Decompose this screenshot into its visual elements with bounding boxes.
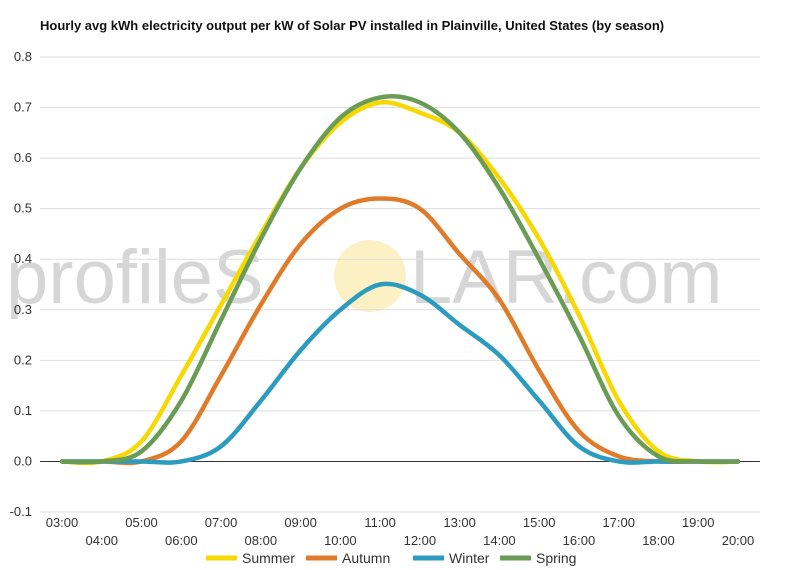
y-axis: 0.8 0.7 0.6 0.5 0.4 0.3 0.2 0.1 0.0 -0.1: [10, 49, 32, 519]
x-tick-label: 12:00: [404, 533, 437, 548]
series-group: [59, 94, 741, 466]
x-tick-label: 11:00: [364, 515, 396, 530]
x-tick-label: 15:00: [523, 515, 556, 530]
x-tick-label: 19:00: [682, 515, 715, 530]
series-line-summer: [59, 99, 741, 466]
y-tick-label: 0.1: [14, 403, 32, 418]
watermark-sun: [334, 240, 406, 312]
legend-label-autumn: Autumn: [342, 550, 390, 566]
y-tick-label: 0.0: [14, 453, 32, 468]
x-tick-label: 04:00: [85, 533, 118, 548]
x-tick-label: 14:00: [483, 533, 516, 548]
series-line-winter: [59, 281, 741, 465]
y-tick-label: -0.1: [10, 504, 32, 519]
x-tick-label: 18:00: [642, 533, 675, 548]
x-tick-label: 05:00: [125, 515, 158, 530]
legend-label-winter: Winter: [449, 550, 490, 566]
y-tick-label: 0.4: [14, 251, 32, 266]
x-tick-label: 08:00: [245, 533, 278, 548]
watermark: profileS LAR.com: [6, 235, 723, 320]
y-tick-label: 0.7: [14, 100, 32, 115]
legend-label-summer: Summer: [242, 550, 295, 566]
x-tick-label: 06:00: [165, 533, 198, 548]
y-tick-label: 0.6: [14, 150, 32, 165]
series-line-spring: [59, 94, 741, 465]
x-tick-label: 16:00: [563, 533, 596, 548]
x-tick-label: 03:00: [46, 515, 79, 530]
chart-title: Hourly avg kWh electricity output per kW…: [40, 18, 665, 33]
series-line-autumn: [59, 196, 741, 466]
legend-label-spring: Spring: [536, 550, 576, 566]
y-tick-label: 0.8: [14, 49, 32, 64]
x-tick-label: 20:00: [722, 533, 755, 548]
x-tick-label: 13:00: [443, 515, 476, 530]
legend: Summer Autumn Winter Spring: [206, 550, 576, 566]
x-tick-label: 07:00: [205, 515, 238, 530]
x-tick-label: 09:00: [284, 515, 317, 530]
x-tick-label: 17:00: [602, 515, 635, 530]
x-axis: 03:00 04:00 05:00 06:00 07:00 08:00 09:00 10:00…: [46, 515, 755, 548]
x-tick-label: 10:00: [324, 533, 357, 548]
y-tick-label: 0.3: [14, 302, 32, 317]
y-tick-label: 0.5: [14, 201, 32, 216]
y-tick-label: 0.2: [14, 352, 32, 367]
